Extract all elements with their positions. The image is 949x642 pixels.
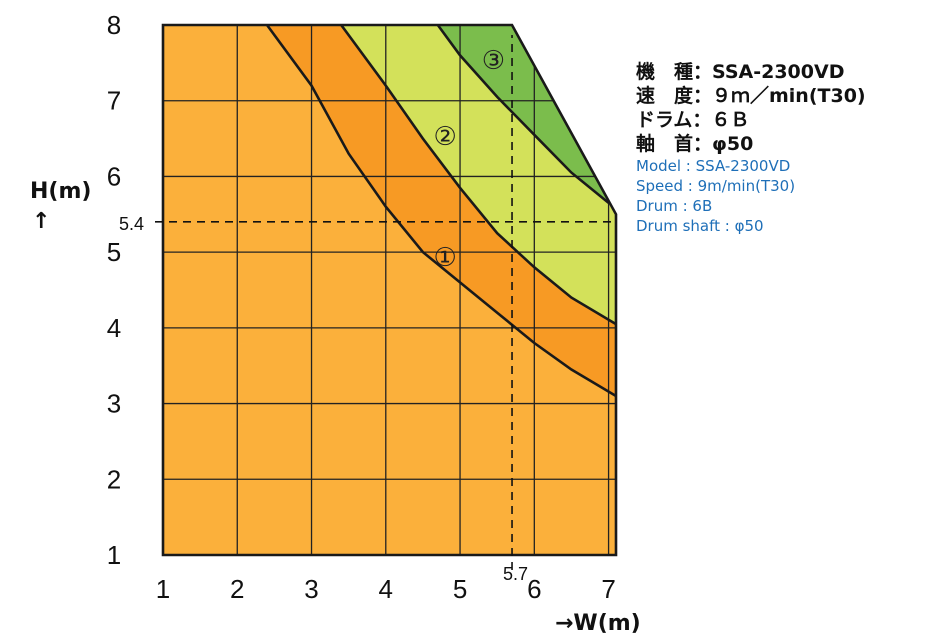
x-tick-3: 3 xyxy=(304,574,318,604)
x-tick-7: 7 xyxy=(601,574,615,604)
y-tick-8: 8 xyxy=(107,10,121,40)
boundary-line-1 xyxy=(265,25,616,398)
spec-drum-jp: ドラム：６Ｂ xyxy=(636,109,750,131)
spec-speed-jp: 速 度：９ｍ／min(T30) xyxy=(636,85,866,107)
envelope-outline xyxy=(161,23,618,557)
x-tick-2: 2 xyxy=(230,574,244,604)
zone-2-label: ② xyxy=(434,122,457,152)
y-tick-1: 1 xyxy=(107,540,121,570)
y-tick-3: 3 xyxy=(107,389,121,419)
spec-drum-en: Drum : 6B xyxy=(636,197,713,215)
x-tick-1: 1 xyxy=(156,574,170,604)
boundary-line-3 xyxy=(436,25,610,204)
plot-area: ① ② ③ xyxy=(155,23,618,570)
y-tick-5: 5 xyxy=(107,237,121,267)
spec-shaft-jp: 軸 首：φ50 xyxy=(636,133,754,155)
boundary-curves xyxy=(265,25,616,398)
spec-model-en: Model : SSA-2300VD xyxy=(636,157,791,175)
x-tick-5: 5 xyxy=(453,574,467,604)
y-tick-7: 7 xyxy=(107,86,121,116)
x-tick-4: 4 xyxy=(379,574,393,604)
y-tick-2: 2 xyxy=(107,464,121,494)
x-tick-6: 6 xyxy=(527,574,541,604)
axis-ticks: 1 2 3 4 5 6 7 1 2 3 4 5 6 7 8 xyxy=(107,10,616,604)
spec-shaft-en: Drum shaft : φ50 xyxy=(636,217,764,235)
y-tick-6: 6 xyxy=(107,161,121,191)
boundary-line-2 xyxy=(340,25,616,326)
x-axis-label: →W(m) xyxy=(555,611,641,636)
guide-y-value: 5.4 xyxy=(119,214,144,234)
spec-model-jp: 機 種：SSA-2300VD xyxy=(636,61,845,83)
zone-1-label: ① xyxy=(434,243,457,273)
spec-speed-en: Speed : 9m/min(T30) xyxy=(636,177,796,195)
grid-lines xyxy=(163,25,616,555)
y-axis-label: H(m) xyxy=(30,179,91,204)
guide-x-value: 5.7 xyxy=(503,564,528,584)
zone-3-label: ③ xyxy=(482,46,505,76)
y-tick-4: 4 xyxy=(107,313,121,343)
spec-panel: 機 種：SSA-2300VD 速 度：９ｍ／min(T30) ドラム：６Ｂ 軸 … xyxy=(636,60,941,236)
y-axis-arrow: ↑ xyxy=(32,209,50,234)
